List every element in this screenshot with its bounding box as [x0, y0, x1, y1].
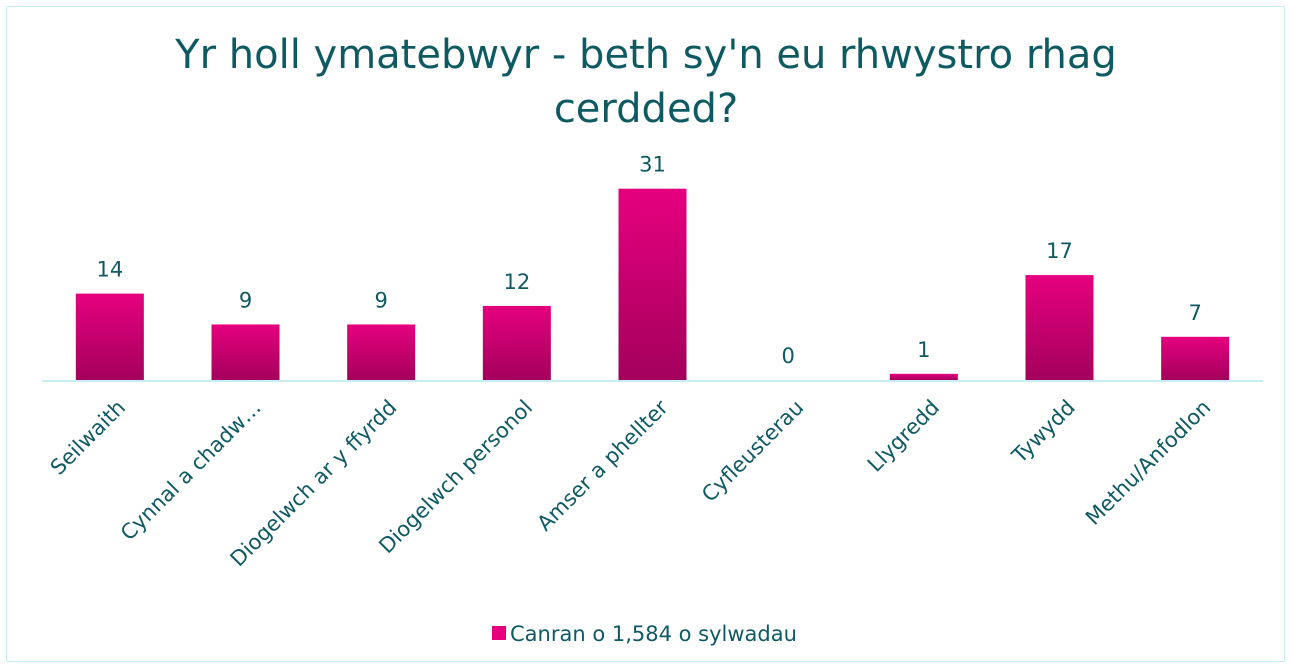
data-label: 9 [374, 288, 387, 312]
x-tick-label: Seilwaith [46, 395, 130, 479]
legend-label: Canran o 1,584 o sylwadau [510, 622, 797, 646]
data-label: 12 [503, 270, 530, 294]
bar [618, 188, 687, 380]
data-label: 31 [639, 153, 666, 177]
x-tick-label: Methu/Anfodlon [1081, 395, 1216, 530]
data-label: 9 [239, 288, 252, 312]
data-label: 17 [1046, 239, 1073, 263]
bar [889, 373, 958, 380]
data-label: 0 [781, 344, 794, 368]
legend-swatch [492, 626, 506, 640]
x-tick-label: Diogelwch personol [374, 395, 537, 558]
bar [1161, 336, 1230, 380]
data-label: 1 [917, 338, 930, 362]
x-tick-label: Cyfleusterau [697, 395, 808, 506]
bar [75, 293, 144, 380]
data-label: 7 [1188, 301, 1201, 325]
bar [347, 324, 416, 380]
bar [482, 305, 551, 380]
x-tick-label: Tywydd [1007, 395, 1080, 468]
bar [211, 324, 280, 380]
x-tick-label: Cynnal a chadw… [116, 395, 266, 545]
data-label: 14 [96, 258, 123, 282]
x-tick-label: Amser a phellter [532, 395, 673, 536]
bar [1025, 275, 1094, 380]
chart-frame [6, 6, 1285, 662]
chart-title: Yr holl ymatebwyr - beth sy'n eu rhwystr… [175, 32, 1117, 132]
x-tick-label: Llygredd [863, 395, 944, 476]
